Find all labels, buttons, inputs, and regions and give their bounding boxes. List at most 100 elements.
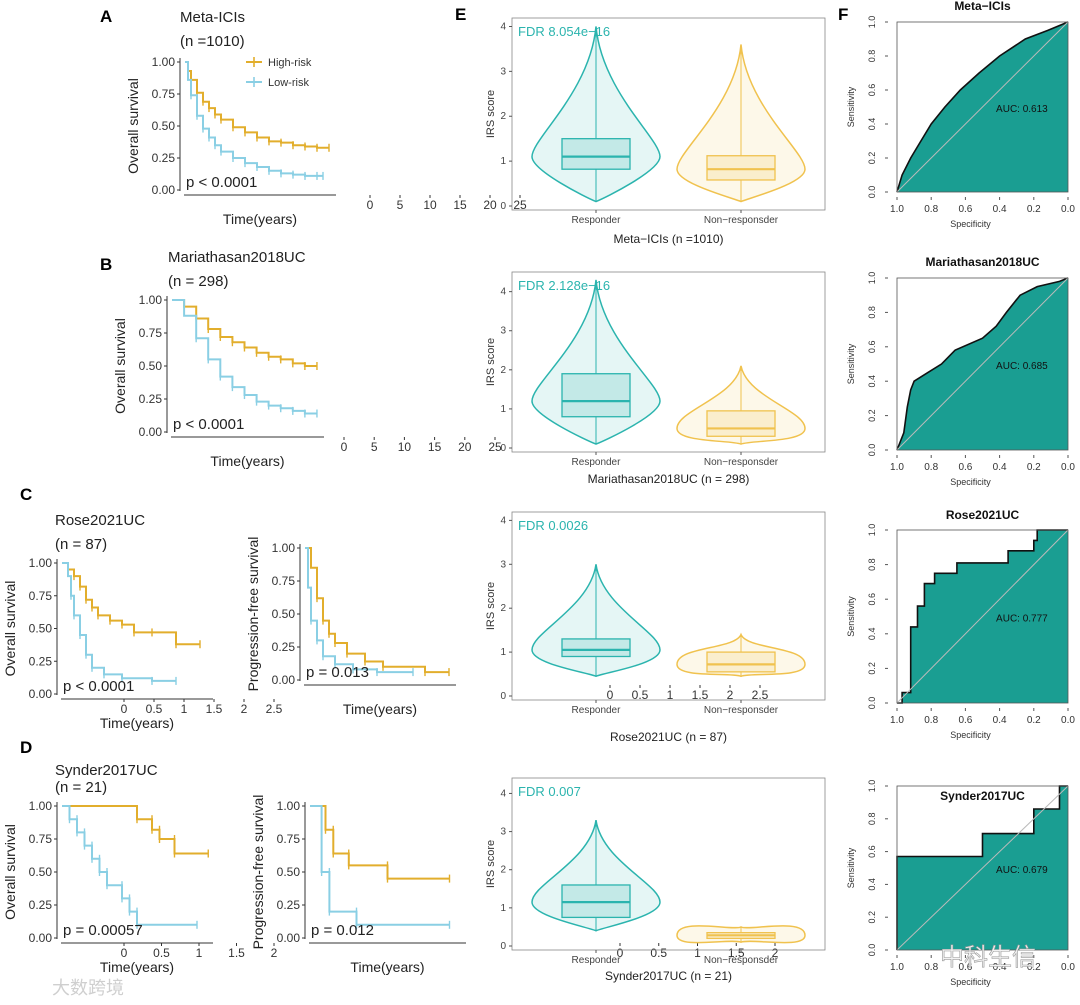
roc-frame (896, 21, 1069, 193)
km-xtick-label: 1.5 (728, 946, 745, 960)
violin-xtick-label: Non−responsder (704, 215, 779, 226)
roc-xtick-label: 0.0 (1061, 962, 1075, 973)
roc-ytick-label: 0.8 (867, 813, 877, 826)
km-curve-high (62, 805, 209, 855)
km-ytick-label: 1.00 (139, 293, 163, 307)
panel-labels: A B C D E F (20, 5, 848, 757)
roc-ytick-label: 1.0 (867, 272, 877, 285)
roc-xtick-label: 0.6 (958, 204, 972, 215)
km-ytick-label: 0.75 (277, 832, 301, 846)
violin-ytick-label: 1 (500, 647, 506, 658)
km-xtick-label: 2.5 (266, 702, 283, 716)
km-title: Meta-ICIs (180, 9, 245, 26)
km-panel-roseos: Rose2021UC (n = 87) 0.00 0.25 0.50 0.75 1.00 0 0… (2, 512, 283, 731)
km-xtick-label: 0 (121, 946, 128, 960)
violin-x-title: Meta−ICIs (n =1010) (613, 232, 723, 246)
km-xtick-label: 5 (371, 440, 378, 454)
roc-xtick-label: 0.2 (1027, 715, 1041, 726)
roc-ytick-label: 1.0 (867, 16, 877, 29)
km-panel-mar: Mariathasan2018UC (n = 298) 0.00 0.25 0.50 0.… (112, 249, 502, 469)
violin-box-resp (561, 373, 631, 418)
violin-ytick-label: 3 (500, 66, 506, 77)
roc-xtick-label: 0.2 (1027, 962, 1041, 973)
km-ytick-label: 1.00 (152, 55, 176, 69)
roc-y-label: Sensitivity (846, 847, 856, 888)
roc-panel-3: Rose2021UC AUC: 0.777 0.0 0.2 0.4 0.6 0.8 1.0 1.… (846, 508, 1075, 740)
km-legend-label: High-risk (268, 57, 312, 69)
km-n-label: (n =1010) (180, 33, 245, 50)
violin-xtick-label: Responder (572, 457, 622, 468)
km-ytick-label: 1.00 (29, 556, 53, 570)
roc-x-label: Specificity (950, 477, 991, 487)
roc-panel-1: Meta−ICIs AUC: 0.613 0.0 0.2 0.4 0.6 0.8 1.0 1.0… (846, 0, 1075, 229)
roc-ytick-label: 0.2 (867, 911, 877, 924)
roc-frame (896, 785, 1069, 951)
km-y-label: Overall survival (112, 318, 128, 414)
km-curve-high (310, 805, 450, 880)
violin-y-label: IRS score (485, 840, 497, 888)
roc-ytick-label: 0.4 (867, 628, 877, 641)
violin-xtick-label: Responder (572, 215, 622, 226)
roc-title: Meta−ICIs (954, 0, 1011, 13)
km-xtick-label: 2 (241, 702, 248, 716)
roc-panel-2: Mariathasan2018UC AUC: 0.685 0.0 0.2 0.4 0.6 0… (846, 255, 1075, 487)
km-ytick-label: 0.00 (152, 183, 176, 197)
km-title: Rose2021UC (55, 512, 145, 529)
roc-ytick-label: 0.6 (867, 341, 877, 354)
violin-fdr: FDR 0.007 (518, 784, 581, 799)
violin-panel-2: 0 1 2 3 4 IRS score Responder Non−responsder Mar… (485, 271, 826, 486)
watermark-right: 中科生信 (940, 944, 1036, 971)
km-p-value: p = 0.00057 (63, 922, 143, 939)
roc-xtick-label: 0.8 (924, 715, 938, 726)
km-xtick-label: 15 (428, 440, 442, 454)
km-xtick-label: 20 (483, 198, 497, 212)
km-p-value: p < 0.0001 (63, 678, 134, 695)
roc-xtick-label: 0.6 (958, 962, 972, 973)
watermark-left: 大数跨境 (52, 978, 124, 998)
km-xtick-label: 0 (341, 440, 348, 454)
violin-panels: 0 1 2 3 4 IRS score Responder Non−responsder Met… (485, 17, 826, 983)
roc-diagonal (896, 277, 1069, 451)
km-ytick-label: 0.00 (29, 931, 53, 945)
violin-ytick-label: 2 (500, 865, 506, 876)
km-panel-rosepfs: 0.00 0.25 0.50 0.75 1.00 0 0.5 1 1.5 2 2.5 Time(yea… (245, 537, 769, 717)
violin-box-resp (561, 138, 631, 170)
roc-frame (896, 277, 1069, 451)
violin-ytick-label: 4 (500, 21, 506, 32)
violin-ytick-label: 1 (500, 404, 506, 415)
roc-title: Rose2021UC (946, 508, 1020, 522)
km-xtick-label: 0.5 (146, 702, 163, 716)
violin-xtick-label: Non−responsder (704, 955, 779, 966)
roc-ytick-label: 0.0 (867, 944, 877, 957)
violin-x-title: Synder2017UC (n = 21) (605, 969, 732, 983)
panel-label-e: E (455, 5, 466, 24)
km-ytick-label: 0.75 (29, 832, 53, 846)
km-n-label: (n = 21) (55, 779, 107, 796)
violin-box-non (706, 410, 776, 437)
violin-frame (511, 271, 826, 453)
roc-xtick-label: 0.4 (993, 715, 1007, 726)
violin-frame (511, 17, 826, 211)
violin-xtick-label: Non−responsder (704, 705, 779, 716)
km-ytick-label: 0.25 (272, 640, 296, 654)
roc-title: Synder2017UC (940, 789, 1025, 803)
violin-ytick-label: 1 (500, 903, 506, 914)
km-xtick-label: 10 (398, 440, 412, 454)
km-xtick-label: 15 (453, 198, 467, 212)
km-xtick-label: 0.5 (632, 688, 649, 702)
roc-frame (896, 529, 1069, 704)
roc-curve (897, 529, 1068, 704)
roc-xtick-label: 0.8 (924, 462, 938, 473)
km-xtick-label: 1.5 (206, 702, 223, 716)
km-x-label: Time(years) (100, 715, 174, 731)
roc-xtick-label: 1.0 (890, 204, 904, 215)
violin-ytick-label: 2 (500, 111, 506, 122)
violin-panel-1: 0 1 2 3 4 IRS score Responder Non−responsder Met… (485, 17, 826, 246)
roc-y-label: Sensitivity (846, 343, 856, 384)
violin-ytick-label: 4 (500, 788, 506, 799)
km-curve-low (305, 547, 413, 674)
km-n-label: (n = 298) (168, 273, 228, 290)
km-p-value: p < 0.0001 (186, 174, 257, 191)
km-title: Mariathasan2018UC (168, 249, 306, 266)
km-ytick-label: 1.00 (29, 799, 53, 813)
